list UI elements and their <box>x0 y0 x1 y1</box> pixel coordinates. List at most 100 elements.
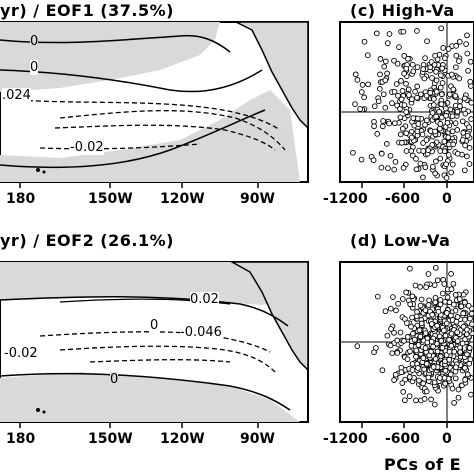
scatter-point <box>442 380 449 387</box>
scatter-point <box>373 30 380 37</box>
scatter-point <box>410 68 417 75</box>
scatter-low-var <box>339 261 474 423</box>
high-var-pc-tick-2: -600 <box>385 191 421 207</box>
eof1-lon-tick-150w: 150W <box>88 191 133 207</box>
eof2-contour-label-1: 0.02 <box>190 292 219 307</box>
scatter-point <box>437 301 444 308</box>
scatter-point <box>388 326 394 332</box>
scatter-point <box>423 137 430 143</box>
scatter-point <box>428 396 434 403</box>
scatter-point <box>409 314 415 321</box>
scatter-point <box>417 160 424 167</box>
scatter-point <box>462 365 468 371</box>
scatter-point <box>467 315 473 322</box>
scatter-point <box>391 329 397 336</box>
scatter-point <box>433 68 439 75</box>
eof1-shade-north <box>0 22 220 92</box>
scatter-point <box>431 102 437 108</box>
scatter-point <box>452 92 459 99</box>
scatter-point <box>468 310 474 317</box>
scatter-point <box>417 333 424 340</box>
scatter-point <box>429 75 435 81</box>
scatter-point <box>434 322 440 329</box>
scatter-point <box>439 65 446 72</box>
scatter-point <box>464 50 471 57</box>
scatter-point <box>455 394 462 401</box>
eof2-shade-north <box>0 262 308 305</box>
scatter-point <box>452 120 459 126</box>
scatter-point <box>465 67 471 74</box>
scatter-point <box>415 365 421 371</box>
scatter-point <box>386 120 393 127</box>
scatter-point <box>361 94 367 101</box>
scatter-point <box>408 323 414 330</box>
scatter-point <box>403 130 410 137</box>
scatter-point <box>352 71 359 78</box>
scatter-point <box>433 158 439 165</box>
scatter-point <box>350 149 356 156</box>
eof2-land <box>229 261 309 372</box>
eof2-contour-neg-b <box>59 345 276 373</box>
scatter-point <box>386 31 393 37</box>
scatter-point <box>431 401 438 408</box>
scatter-point <box>447 371 454 378</box>
eof2-lon-tick-120w: 120W <box>160 431 205 447</box>
scatter-point <box>467 58 474 65</box>
scatter-point <box>406 393 413 400</box>
scatter-point <box>433 113 439 120</box>
scatter-point <box>453 364 459 371</box>
scatter-point <box>454 108 461 115</box>
scatter-point <box>420 355 427 361</box>
scatter-point <box>394 60 401 67</box>
scatter-point <box>438 101 445 107</box>
scatter-point <box>429 110 436 116</box>
scatter-point <box>399 88 406 94</box>
scatter-point <box>383 141 390 147</box>
scatter-point <box>357 106 363 112</box>
scatter-point <box>413 397 419 404</box>
scatter-point <box>440 45 447 51</box>
scatter-point <box>458 303 465 310</box>
scatter-point <box>371 349 377 356</box>
scatter-point <box>417 284 423 290</box>
scatter-point <box>432 356 439 362</box>
scatter-point <box>432 299 439 306</box>
scatter-point <box>445 152 452 158</box>
eof1-contour-zero-b <box>0 69 263 93</box>
scatter-point <box>439 344 446 351</box>
scatter-low-var-points <box>354 264 474 408</box>
scatter-point <box>384 70 390 77</box>
eof2-lon-tick-90w: 90W <box>240 431 275 447</box>
scatter-point <box>401 70 407 77</box>
scatter-point <box>391 88 398 95</box>
scatter-point <box>378 164 385 171</box>
scatter-point <box>399 296 406 302</box>
scatter-point <box>403 109 410 115</box>
scatter-point <box>404 356 411 363</box>
scatter-point <box>399 139 405 146</box>
scatter-point <box>449 161 456 168</box>
scatter-point <box>409 61 416 68</box>
scatter-point <box>408 342 415 349</box>
scatter-point <box>389 350 396 357</box>
scatter-point <box>377 71 383 78</box>
scatter-point <box>387 305 394 312</box>
scatter-point <box>415 121 422 127</box>
scatter-point <box>374 131 381 137</box>
scatter-point <box>393 81 400 87</box>
eof2-contour-label-3: -0.046 <box>180 325 222 340</box>
scatter-point <box>421 366 428 373</box>
scatter-point <box>442 55 448 62</box>
scatter-point <box>464 153 470 160</box>
scatter-point <box>371 123 377 130</box>
scatter-point <box>380 118 386 124</box>
scatter-point <box>438 25 445 32</box>
scatter-point <box>462 95 468 102</box>
eof1-land <box>235 21 309 130</box>
scatter-point <box>432 170 439 177</box>
scatter-point <box>404 320 410 326</box>
scatter-point <box>462 376 468 383</box>
scatter-point <box>404 334 411 340</box>
eof1-lon-tick-120w: 120W <box>160 191 205 207</box>
scatter-point <box>469 321 474 328</box>
